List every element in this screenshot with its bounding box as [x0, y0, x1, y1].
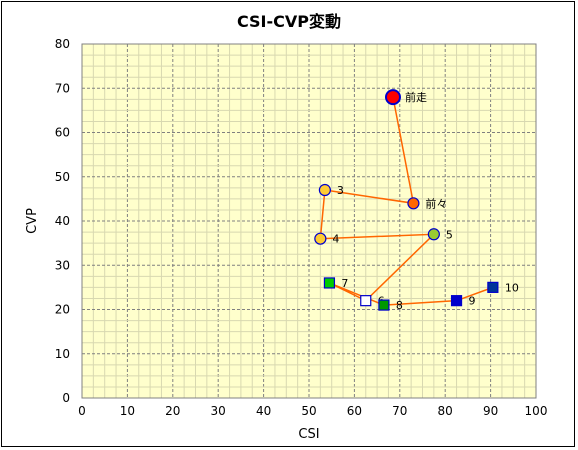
data-label: 10: [505, 281, 519, 294]
data-point: [450, 295, 463, 307]
data-label: 3: [337, 184, 344, 197]
data-label: 前々: [425, 196, 447, 210]
y-tick-label: 30: [55, 258, 70, 272]
data-point: [384, 89, 401, 106]
plot-border: [81, 43, 537, 399]
y-tick-label: 20: [55, 303, 70, 317]
y-tick-label: 70: [55, 81, 70, 95]
x-tick-label: 80: [438, 404, 453, 418]
data-label: 9: [469, 295, 476, 308]
data-label: 4: [332, 233, 339, 246]
y-tick-label: 10: [55, 347, 70, 361]
data-label: 前走: [405, 90, 427, 104]
x-tick-label: 90: [483, 404, 498, 418]
y-tick-label: 80: [55, 37, 70, 51]
y-axis-ticks: 0 10 20 30 40 50 60 70 80: [55, 37, 70, 405]
x-tick-label: 60: [347, 404, 362, 418]
x-tick-label: 20: [165, 404, 180, 418]
x-tick-label: 10: [120, 404, 135, 418]
series-line: [319, 96, 494, 306]
x-tick-label: 0: [78, 404, 86, 418]
data-label: 8: [396, 299, 403, 312]
y-tick-label: 50: [55, 170, 70, 184]
data-point: [378, 299, 390, 311]
data-label: 5: [446, 228, 453, 241]
x-tick-label: 50: [301, 404, 316, 418]
chart-title: CSI-CVP変動: [237, 12, 341, 31]
x-tick-label: 70: [392, 404, 407, 418]
x-tick-label: 30: [211, 404, 226, 418]
series: 前走前々345678910: [314, 89, 519, 312]
x-tick-label: 100: [525, 404, 548, 418]
x-tick-label: 40: [256, 404, 271, 418]
y-tick-label: 0: [62, 391, 70, 405]
data-point: [427, 228, 440, 241]
x-axis-ticks: 0 10 20 30 40 50 60 70 80 90 100: [78, 404, 547, 418]
data-point: [487, 281, 499, 293]
data-point: [314, 232, 327, 245]
y-tick-label: 60: [55, 126, 70, 140]
x-axis-label: CSI: [298, 427, 319, 442]
data-point: [407, 197, 420, 210]
data-point: [318, 183, 331, 197]
data-label: 7: [341, 277, 348, 290]
data-point: [360, 295, 372, 307]
y-axis-label: CVP: [25, 208, 40, 234]
y-tick-label: 40: [55, 214, 70, 228]
data-point: [323, 277, 336, 289]
